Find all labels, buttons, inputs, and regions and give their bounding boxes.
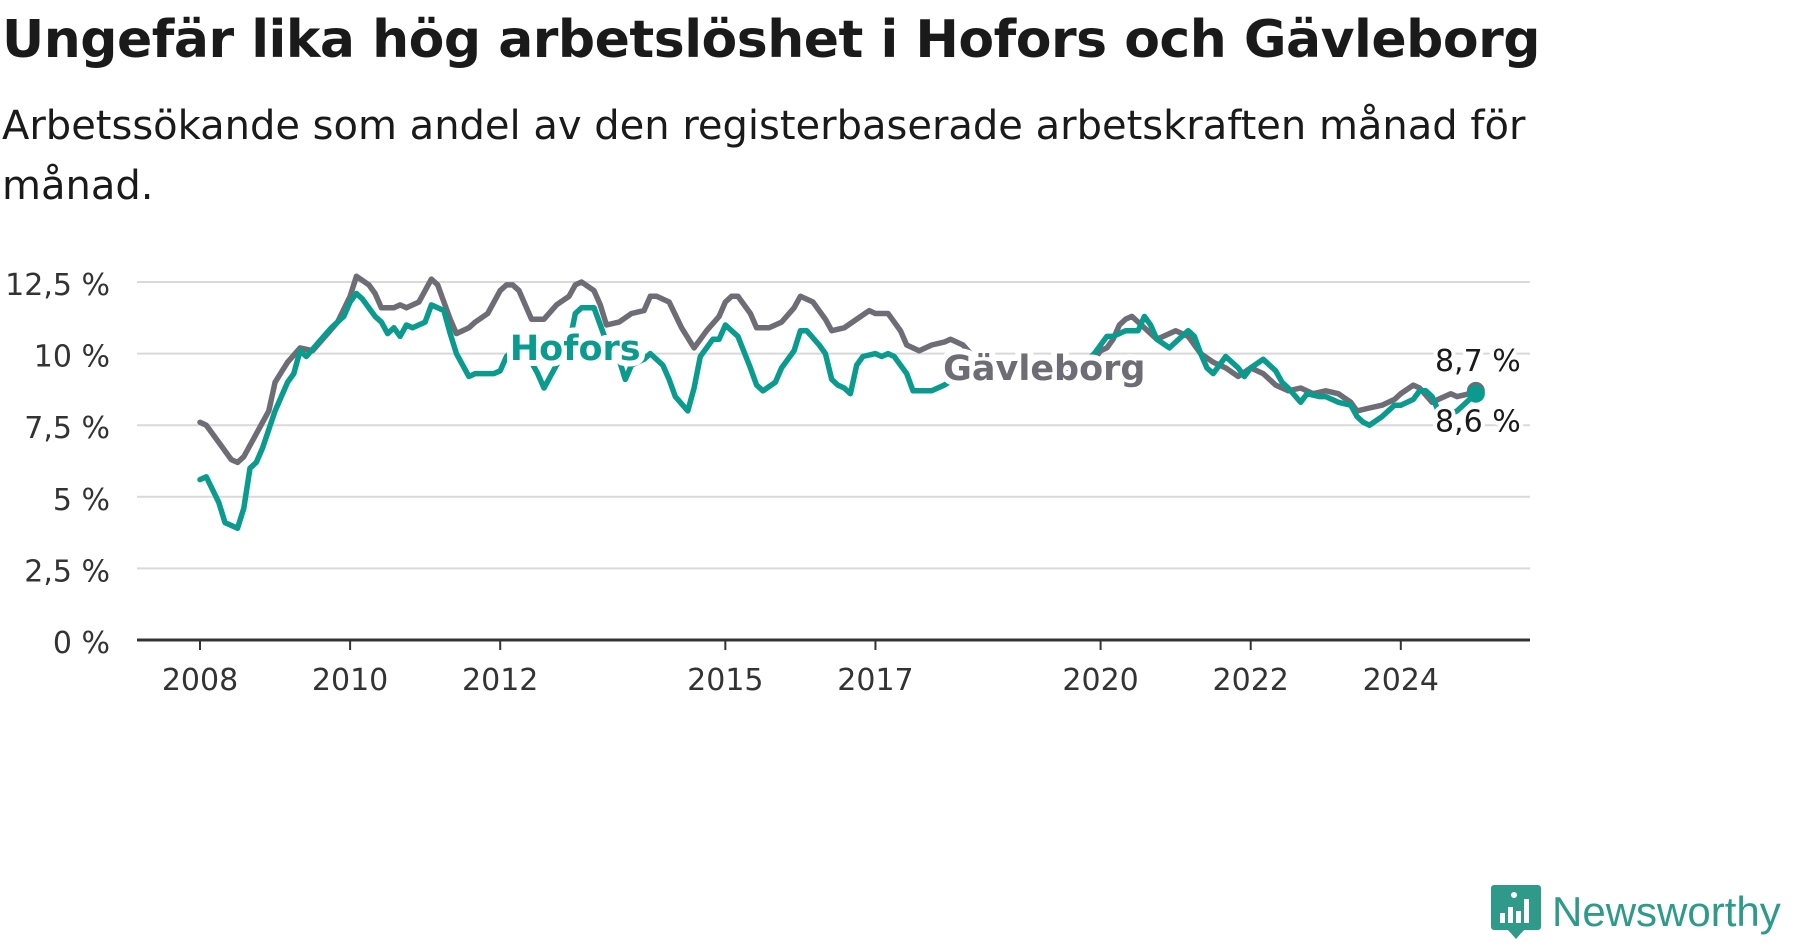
series-name-label: Gävleborg: [943, 349, 1145, 389]
y-tick-label: 2,5 %: [24, 554, 110, 589]
x-axis: 2008 2010 2012 2015 2017 2020 2022 2024: [137, 638, 1530, 698]
end-point-marker: [1466, 384, 1485, 403]
x-tick-label: 2012: [462, 663, 538, 698]
x-tick-label: 2024: [1363, 663, 1439, 698]
end-value-label: 8,6 %: [1435, 405, 1521, 440]
series-name-label: Hofors: [510, 329, 641, 369]
line-chart: 0 %2,5 %5 %7,5 %10 %12,5 % 2008 2010 2012 2…: [5, 268, 1530, 698]
newsworthy-logo-icon: [1491, 885, 1541, 939]
chart-subtitle: Arbetssökande som andel av den registerb…: [2, 103, 1526, 209]
x-tick-label: 2008: [162, 663, 238, 698]
x-tick-label: 2010: [312, 663, 388, 698]
y-tick-label: 12,5 %: [5, 268, 110, 303]
series-line-hofors: [197, 290, 1479, 532]
end-value-label: 8,7 %: [1435, 344, 1521, 379]
y-tick-label: 5 %: [53, 483, 110, 518]
gridlines: [137, 281, 1530, 570]
x-tick-label: 2015: [687, 663, 763, 698]
brand-name: Newsworthy: [1552, 888, 1781, 935]
series-labels: 8,7 % 8,6 % Hofors Gävleborg: [504, 323, 1525, 444]
series-lines: [197, 273, 1479, 532]
y-tick-label: 10 %: [34, 340, 110, 375]
y-tick-label: 0 %: [53, 626, 110, 661]
series-line-gvleborg: [197, 273, 1479, 466]
x-tick-label: 2017: [837, 663, 913, 698]
x-tick-label: 2022: [1213, 663, 1289, 698]
x-tick-label: 2020: [1062, 663, 1138, 698]
y-axis: 0 % 2,5 % 5 % 7,5 % 10 % 12,5 %: [5, 268, 110, 661]
y-tick-label: 7,5 %: [24, 411, 110, 446]
brand-logo: Newsworthy: [1490, 882, 1781, 942]
chart-title: Ungefär lika hög arbetslöshet i Hofors o…: [2, 10, 1540, 70]
